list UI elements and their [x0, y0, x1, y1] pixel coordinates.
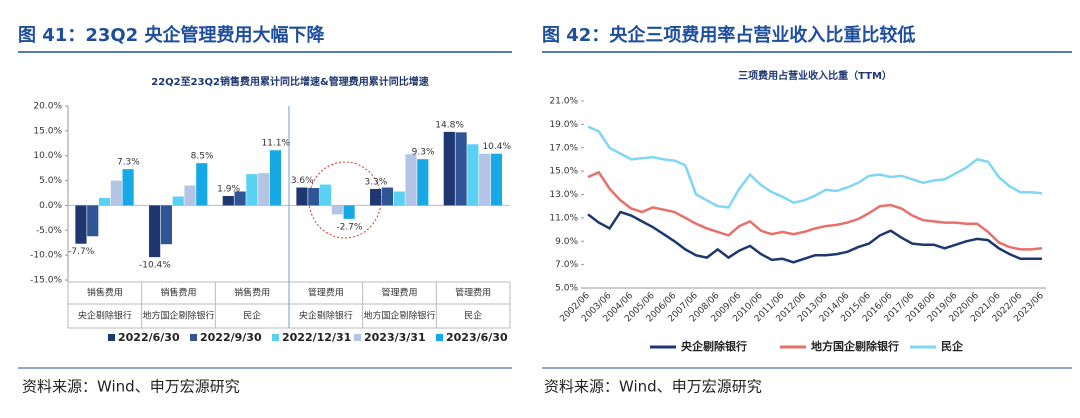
x-tick-label: 地方国企剔除银行	[142, 310, 214, 322]
data-label: -7.7%	[68, 247, 95, 257]
bar	[184, 185, 196, 206]
figure-caption: 图 42：央企三项费用率占营业收入比重比较低	[542, 24, 915, 46]
x-tick-label: 民企	[243, 310, 261, 322]
chart-title: 三项费用占营业收入比重（TTM）	[738, 69, 892, 82]
bar	[110, 180, 122, 206]
data-label: 3.3%	[364, 178, 387, 188]
x-tick-label: 民企	[464, 310, 482, 322]
bar	[87, 205, 99, 237]
data-label: 1.9%	[217, 184, 240, 194]
bar	[246, 174, 258, 206]
x-tick-label: 央企剔除银行	[299, 310, 353, 322]
line-series	[587, 125, 1043, 209]
data-label: 11.1%	[261, 139, 290, 149]
bar	[222, 195, 234, 206]
bar	[296, 187, 308, 206]
bar	[405, 154, 417, 206]
data-label: -2.7%	[336, 222, 363, 232]
line-series	[587, 170, 1043, 251]
legend-swatch	[190, 334, 197, 341]
y-tick-label: 20.0%	[33, 102, 62, 112]
bar	[196, 163, 208, 206]
legend-label: 2023/6/30	[446, 331, 508, 344]
chart-title: 22Q2至23Q2销售费用累计同比增速&管理费用累计同比增速	[151, 75, 428, 88]
category-group-label: 销售费用	[160, 287, 196, 299]
y-tick-label: 13.0%	[549, 190, 578, 200]
bar	[417, 159, 429, 206]
legend-swatch	[354, 334, 361, 341]
y-tick-label: 9.0%	[555, 237, 578, 247]
bar	[370, 189, 382, 206]
bar	[160, 205, 173, 245]
data-label: 3.6%	[291, 176, 314, 186]
data-label: 8.5%	[191, 152, 214, 162]
bar	[467, 144, 479, 206]
data-label: 14.8%	[435, 120, 464, 130]
bar	[149, 205, 161, 258]
y-tick-label: 0.0%	[39, 201, 62, 211]
figure-caption: 图 41：23Q2 央企管理费用大幅下降	[18, 24, 325, 46]
legend-swatch	[436, 334, 443, 341]
line-series	[587, 210, 1042, 264]
y-tick-label: 7.0%	[555, 260, 578, 270]
y-tick-label: 21.0%	[549, 97, 578, 107]
bar	[122, 169, 134, 206]
y-tick-label: 19.0%	[549, 120, 578, 130]
y-tick-label: -5.0%	[36, 226, 63, 236]
bar	[381, 187, 394, 206]
legend-label: 2022/9/30	[200, 331, 262, 344]
legend-swatch	[108, 334, 115, 341]
source: 资料来源：Wind、申万宏源研究	[22, 378, 240, 396]
bar	[455, 132, 467, 206]
y-tick-label: 17.0%	[549, 143, 578, 153]
bar	[269, 150, 282, 206]
data-label: -10.4%	[139, 261, 171, 271]
data-label: 10.4%	[482, 142, 511, 152]
legend-label: 2023/3/31	[364, 331, 426, 344]
bar	[308, 188, 320, 206]
legend-label: 民企	[941, 339, 964, 353]
source: 资料来源：Wind、申万宏源研究	[544, 378, 762, 396]
bar	[172, 196, 184, 206]
y-tick-label: 10.0%	[33, 151, 62, 161]
bar	[490, 153, 503, 206]
legend-label: 央企剔除银行	[681, 339, 747, 353]
category-group-label: 销售费用	[87, 287, 123, 299]
bar	[234, 191, 246, 206]
legend-swatch	[272, 334, 279, 341]
y-tick-label: -10.0%	[30, 251, 62, 261]
bar	[98, 197, 111, 206]
y-tick-label: 5.0%	[39, 176, 62, 186]
x-tick-label: 地方国企剔除银行	[363, 310, 435, 322]
bar	[331, 205, 343, 215]
category-group-label: 管理费用	[381, 287, 417, 299]
category-group-label: 管理费用	[308, 287, 344, 299]
y-tick-label: 15.0%	[549, 167, 578, 177]
bar	[343, 205, 355, 219]
category-group-label: 销售费用	[234, 287, 270, 299]
data-label: 9.3%	[412, 148, 435, 158]
x-tick-label: 央企剔除银行	[78, 310, 132, 322]
y-tick-label: 11.0%	[549, 213, 578, 223]
bar	[319, 184, 332, 206]
bar	[479, 153, 491, 206]
bar	[258, 173, 270, 206]
legend-label: 地方国企剔除银行	[811, 339, 899, 353]
y-tick-label: 5.0%	[555, 284, 578, 294]
category-group-label: 管理费用	[455, 287, 491, 299]
bar	[443, 131, 455, 206]
data-label: 7.3%	[117, 158, 140, 168]
legend-label: 2022/6/30	[118, 331, 180, 344]
legend-label: 2022/12/31	[282, 331, 351, 344]
y-tick-label: -15.0%	[30, 276, 62, 286]
bar	[393, 191, 405, 206]
y-tick-label: 15.0%	[33, 126, 62, 136]
bar	[75, 205, 87, 244]
